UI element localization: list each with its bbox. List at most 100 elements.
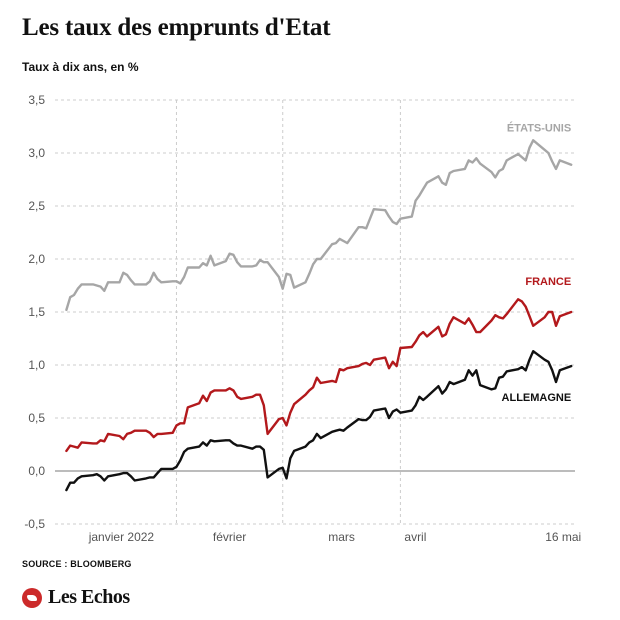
data-point-etats_unis: [285, 272, 288, 275]
data-point-france: [331, 380, 333, 382]
data-point-etats_unis: [532, 139, 535, 142]
data-point-france: [426, 335, 428, 338]
y-tick-label: 2,5: [28, 199, 45, 213]
data-point-etats_unis: [437, 175, 440, 178]
label-layer: -0,5 0,0 0,5 1,0 1,5 2,0 2,5 3,0 3,5 janvier 2022…: [24, 93, 581, 544]
data-point-france: [205, 400, 208, 402]
data-point-allemagne: [505, 370, 508, 373]
data-point-etats_unis: [448, 172, 451, 175]
data-point-etats_unis: [205, 264, 208, 267]
data-point-france: [316, 376, 318, 379]
data-point-allemagne: [149, 476, 151, 479]
data-point-france: [80, 441, 83, 444]
brand-name: Les Echos: [48, 586, 130, 608]
data-point-france: [278, 418, 280, 420]
data-point-france: [281, 417, 284, 419]
data-point-france: [202, 394, 204, 397]
data-point-france: [558, 315, 561, 318]
data-point-etats_unis: [331, 243, 333, 246]
data-point-allemagne: [448, 381, 451, 383]
data-point-allemagne: [319, 437, 322, 439]
data-point-france: [335, 381, 337, 383]
data-point-france: [502, 317, 504, 320]
data-point-france: [395, 365, 398, 367]
data-point-etats_unis: [543, 148, 546, 151]
data-point-etats_unis: [198, 266, 201, 269]
data-point-etats_unis: [69, 296, 72, 299]
data-point-etats_unis: [570, 163, 573, 166]
data-point-allemagne: [293, 450, 295, 452]
data-point-allemagne: [289, 457, 292, 460]
chart-subtitle: Taux à dix ans, en %: [22, 60, 139, 74]
data-point-etats_unis: [521, 156, 523, 159]
data-point-allemagne: [255, 445, 258, 448]
data-point-etats_unis: [372, 208, 375, 211]
data-point-france: [198, 402, 201, 405]
data-point-etats_unis: [558, 159, 561, 162]
data-point-allemagne: [224, 439, 227, 442]
data-point-france: [126, 433, 128, 435]
data-point-france: [160, 433, 163, 435]
data-point-allemagne: [145, 477, 148, 480]
x-tick-label: février: [213, 530, 246, 544]
data-point-allemagne: [441, 392, 444, 395]
y-tick-label: -0,5: [24, 517, 45, 531]
data-point-france: [266, 433, 269, 435]
data-point-etats_unis: [490, 171, 493, 174]
data-point-france: [498, 316, 500, 319]
y-tick-label: 3,0: [28, 146, 45, 160]
data-point-etats_unis: [126, 274, 128, 276]
data-point-etats_unis: [384, 209, 387, 212]
data-point-etats_unis: [547, 152, 550, 154]
data-point-allemagne: [312, 439, 314, 442]
data-point-france: [410, 346, 413, 348]
data-point-etats_unis: [319, 258, 322, 260]
data-point-etats_unis: [186, 266, 189, 269]
data-point-etats_unis: [312, 263, 314, 266]
data-point-allemagne: [232, 442, 235, 445]
data-point-etats_unis: [346, 242, 349, 245]
x-tick-label: janvier 2022: [88, 530, 155, 544]
data-point-france: [95, 442, 98, 445]
data-point-france: [69, 444, 72, 447]
data-point-allemagne: [517, 368, 519, 371]
data-point-france: [437, 325, 440, 328]
data-point-allemagne: [186, 447, 189, 450]
data-point-allemagne: [171, 468, 174, 470]
x-tick-label: 16 mai: [545, 530, 581, 544]
data-point-etats_unis: [528, 146, 531, 149]
data-point-france: [346, 367, 349, 370]
data-point-etats_unis: [202, 262, 204, 265]
data-point-etats_unis: [365, 227, 368, 230]
data-point-allemagne: [240, 444, 242, 447]
series-line-france: [65, 298, 573, 453]
data-point-allemagne: [285, 477, 288, 480]
data-point-france: [285, 424, 288, 427]
data-point-etats_unis: [399, 217, 402, 220]
data-point-allemagne: [331, 430, 333, 433]
y-tick-label: 0,5: [28, 411, 45, 425]
series-label-allemagne: ALLEMAGNE: [502, 392, 572, 404]
data-point-france: [547, 311, 550, 313]
data-point-allemagne: [414, 404, 417, 407]
data-point-france: [555, 324, 557, 327]
data-point-france: [319, 382, 322, 384]
data-point-france: [448, 322, 451, 325]
data-point-allemagne: [384, 407, 387, 410]
data-point-france: [570, 311, 573, 313]
data-point-allemagne: [65, 489, 68, 491]
data-point-etats_unis: [494, 176, 497, 179]
data-point-allemagne: [410, 409, 413, 412]
data-point-france: [490, 319, 493, 322]
data-point-etats_unis: [357, 226, 360, 229]
data-point-france: [262, 404, 265, 407]
data-point-france: [179, 422, 182, 425]
data-point-allemagne: [335, 429, 337, 432]
series-label-etats_unis: ÉTATS-UNIS: [507, 122, 571, 135]
data-point-france: [308, 389, 311, 392]
data-point-etats_unis: [160, 281, 163, 284]
brand-icon: [22, 587, 42, 608]
data-point-etats_unis: [289, 274, 292, 276]
data-point-etats_unis: [479, 162, 481, 165]
data-point-etats_unis: [410, 215, 413, 218]
